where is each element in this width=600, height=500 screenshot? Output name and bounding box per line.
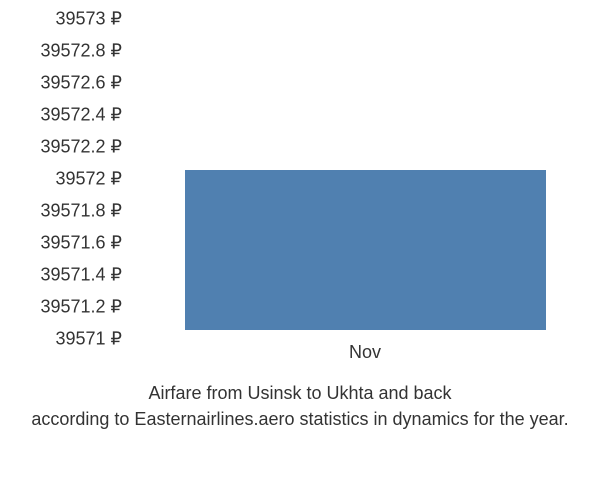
x-tick: Nov — [349, 342, 381, 363]
y-tick: 39571.2 ₽ — [40, 297, 122, 318]
y-tick: 39572.6 ₽ — [40, 73, 122, 94]
chart-caption: Airfare from Usinsk to Ukhta and back ac… — [0, 380, 600, 432]
y-axis: 39573 ₽ 39572.8 ₽ 39572.6 ₽ 39572.4 ₽ 39572.… — [0, 10, 130, 350]
y-tick: 39571.4 ₽ — [40, 265, 122, 286]
plot-area: Nov — [175, 10, 555, 330]
y-tick: 39572 ₽ — [55, 169, 122, 190]
y-tick: 39572.4 ₽ — [40, 105, 122, 126]
caption-line-2: according to Easternairlines.aero statis… — [0, 406, 600, 432]
bar — [185, 170, 546, 330]
y-tick: 39571 ₽ — [55, 329, 122, 350]
y-tick: 39571.6 ₽ — [40, 233, 122, 254]
y-tick: 39572.2 ₽ — [40, 137, 122, 158]
caption-line-1: Airfare from Usinsk to Ukhta and back — [0, 380, 600, 406]
y-tick: 39572.8 ₽ — [40, 41, 122, 62]
y-tick: 39573 ₽ — [55, 9, 122, 30]
airfare-chart: 39573 ₽ 39572.8 ₽ 39572.6 ₽ 39572.4 ₽ 39572.… — [0, 10, 600, 350]
y-tick: 39571.8 ₽ — [40, 201, 122, 222]
